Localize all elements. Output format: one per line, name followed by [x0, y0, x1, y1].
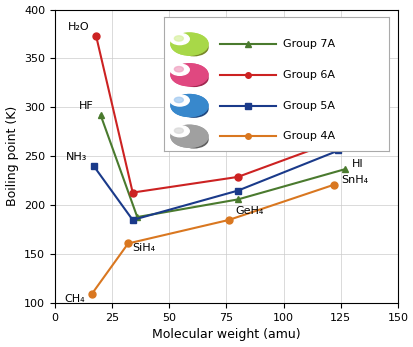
- Circle shape: [171, 64, 207, 86]
- Circle shape: [174, 97, 183, 103]
- Circle shape: [171, 64, 207, 86]
- Circle shape: [170, 126, 189, 137]
- Circle shape: [171, 95, 207, 117]
- Text: SnH₄: SnH₄: [340, 175, 367, 185]
- Circle shape: [180, 101, 207, 117]
- Text: Group 5A: Group 5A: [282, 101, 334, 111]
- Text: SiH₄: SiH₄: [133, 243, 155, 253]
- Circle shape: [174, 36, 183, 41]
- Circle shape: [170, 95, 189, 106]
- Text: CH₄: CH₄: [64, 294, 85, 304]
- Text: Group 7A: Group 7A: [282, 39, 335, 49]
- Circle shape: [170, 33, 189, 45]
- Circle shape: [171, 125, 207, 147]
- Circle shape: [171, 95, 207, 117]
- Circle shape: [170, 64, 189, 75]
- Text: Group 4A: Group 4A: [282, 131, 335, 141]
- Text: HI: HI: [351, 159, 363, 169]
- Circle shape: [180, 70, 207, 86]
- Y-axis label: Boiling point (K): Boiling point (K): [5, 106, 19, 206]
- Circle shape: [171, 33, 207, 55]
- Circle shape: [171, 33, 207, 55]
- Text: HF: HF: [79, 101, 94, 111]
- Text: NH₃: NH₃: [65, 152, 87, 162]
- Circle shape: [174, 128, 183, 133]
- X-axis label: Molecular weight (amu): Molecular weight (amu): [152, 329, 300, 341]
- Text: Group 6A: Group 6A: [282, 70, 334, 80]
- Text: GeH₄: GeH₄: [235, 206, 263, 216]
- Circle shape: [171, 125, 207, 147]
- Circle shape: [174, 67, 183, 72]
- Text: H₂Te: H₂Te: [356, 126, 380, 136]
- Circle shape: [180, 39, 207, 56]
- Text: H₂O: H₂O: [67, 22, 89, 32]
- Circle shape: [180, 131, 207, 148]
- Text: SbH₃: SbH₃: [344, 141, 372, 151]
